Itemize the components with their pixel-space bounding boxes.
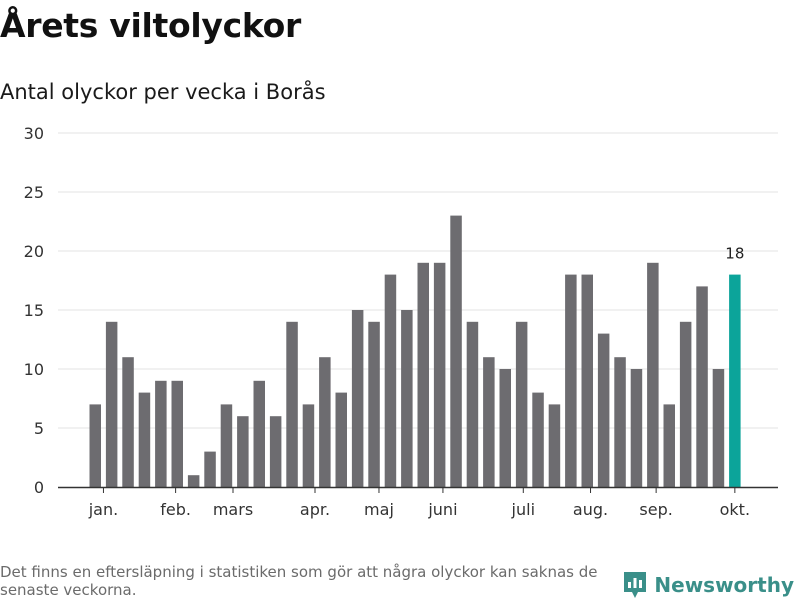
bar[interactable] <box>433 262 446 487</box>
bar[interactable] <box>335 392 348 487</box>
brand-name: Newsworthy <box>654 573 794 597</box>
bar[interactable] <box>171 380 184 487</box>
x-axis-ticks: jan. feb. mars apr. maj juni juli aug. sep. okt. <box>88 487 750 519</box>
bar[interactable] <box>712 369 725 487</box>
x-tick-label: feb. <box>160 500 191 519</box>
bar[interactable] <box>155 380 167 487</box>
bar[interactable] <box>499 369 512 487</box>
bar[interactable] <box>187 475 200 487</box>
bar[interactable] <box>384 274 397 487</box>
y-tick-label: 20 <box>24 242 44 261</box>
x-tick-label: maj <box>364 500 394 519</box>
bar[interactable] <box>138 392 151 487</box>
bar[interactable] <box>351 310 364 487</box>
x-tick-label: juli <box>511 500 535 519</box>
footnote: Det finns en eftersläpning i statistiken… <box>0 563 598 599</box>
x-tick-label: okt. <box>720 500 750 519</box>
x-tick-label: aug. <box>573 500 608 519</box>
y-axis-ticks: 0 5 10 15 20 25 30 <box>24 124 44 497</box>
bar[interactable] <box>548 404 561 487</box>
y-tick-label: 5 <box>34 419 44 438</box>
bar-current-week[interactable] <box>729 274 741 487</box>
y-tick-label: 0 <box>34 478 44 497</box>
data-label-current-week: 18 <box>725 245 744 263</box>
y-tick-label: 15 <box>24 301 44 320</box>
bar[interactable] <box>515 321 528 487</box>
bar[interactable] <box>237 416 249 487</box>
bar[interactable] <box>220 404 233 487</box>
bar[interactable] <box>614 357 626 487</box>
bar[interactable] <box>696 286 708 487</box>
data-labels: 18 <box>725 245 744 263</box>
bar[interactable] <box>647 262 659 487</box>
bar[interactable] <box>466 321 479 487</box>
bar[interactable] <box>105 321 118 487</box>
bar[interactable] <box>89 404 102 487</box>
bar[interactable] <box>532 392 544 487</box>
y-tick-label: 25 <box>24 183 44 202</box>
bar[interactable] <box>319 357 331 487</box>
y-tick-label: 30 <box>24 124 44 143</box>
bar[interactable] <box>597 333 610 487</box>
bar[interactable] <box>401 310 413 487</box>
bar[interactable] <box>663 404 676 487</box>
x-tick-label: juni <box>427 500 457 519</box>
bar[interactable] <box>565 274 577 487</box>
bar[interactable] <box>483 357 495 487</box>
y-tick-label: 10 <box>24 360 44 379</box>
bar[interactable] <box>368 321 380 487</box>
bar[interactable] <box>450 215 462 487</box>
bars <box>89 215 741 487</box>
bar[interactable] <box>204 451 216 487</box>
chart-title: Årets viltolyckor <box>0 6 301 45</box>
x-tick-label: apr. <box>300 500 330 519</box>
bar[interactable] <box>253 380 266 487</box>
bar-chart: 0 5 10 15 20 25 30 jan. feb. mars apr. maj juni juli… <box>24 124 778 519</box>
x-tick-label: sep. <box>639 500 672 519</box>
bar[interactable] <box>122 357 134 487</box>
bar[interactable] <box>269 416 282 487</box>
x-tick-label: mars <box>213 500 253 519</box>
bar[interactable] <box>417 262 430 487</box>
x-tick-label: jan. <box>88 500 118 519</box>
bar[interactable] <box>302 404 315 487</box>
chart-subtitle: Antal olyckor per vecka i Borås <box>0 80 326 104</box>
bar[interactable] <box>581 274 594 487</box>
bar[interactable] <box>679 321 692 487</box>
brand-logo[interactable]: Newsworthy <box>622 570 794 600</box>
bar[interactable] <box>286 321 298 487</box>
newsworthy-logo-icon <box>624 572 647 598</box>
bar[interactable] <box>630 369 643 487</box>
